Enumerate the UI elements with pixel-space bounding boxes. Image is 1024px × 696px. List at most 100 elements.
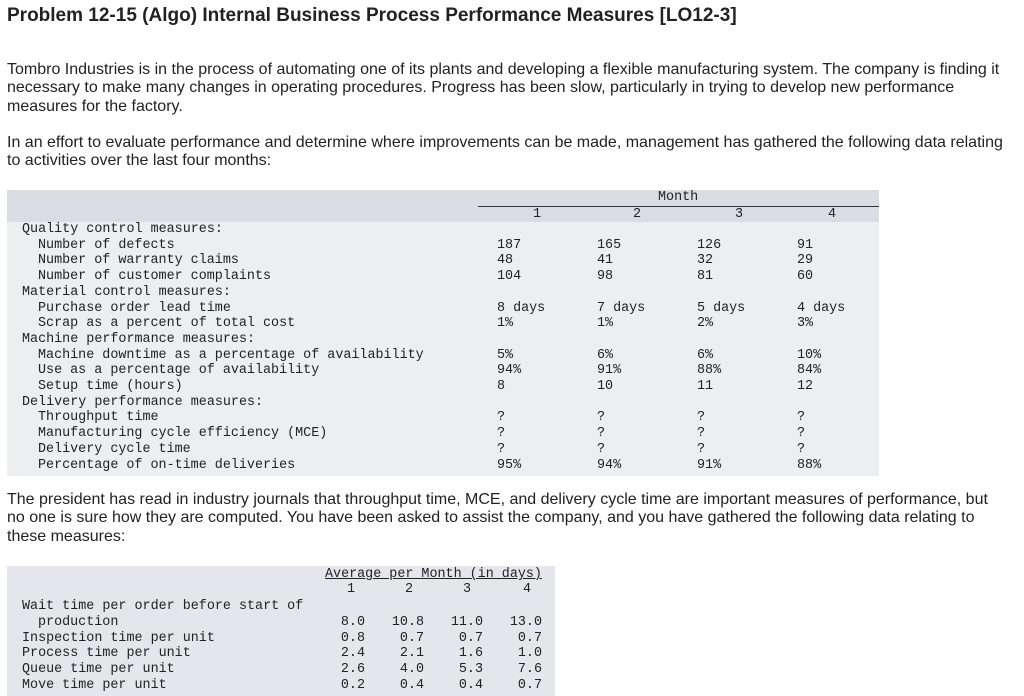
cell: 7.6	[517, 662, 542, 678]
cell: ?	[497, 426, 506, 442]
cell: 0.2	[340, 678, 365, 693]
section-label: Quality control measures:	[22, 222, 223, 237]
section-label: Material control measures:	[22, 284, 231, 300]
cell: 98	[597, 269, 614, 285]
cell: 0.7	[399, 630, 424, 646]
cell: 41	[597, 253, 614, 269]
cell: 6%	[597, 347, 614, 363]
row-label: Delivery cycle time	[38, 441, 191, 457]
header-rule	[478, 206, 879, 207]
row-label: Throughput time	[38, 410, 159, 426]
cell: 1.0	[517, 646, 542, 662]
cell: 29	[797, 253, 814, 269]
cell: ?	[697, 426, 706, 442]
cell: 126	[697, 237, 722, 253]
row-label: Machine downtime as a percentage of avai…	[38, 347, 424, 363]
cell: 187	[497, 237, 522, 253]
section-label: Delivery performance measures:	[22, 394, 264, 410]
cell: 94%	[597, 457, 622, 473]
cell: 2.1	[399, 646, 424, 662]
column-header: 3	[463, 582, 472, 597]
cell: 91%	[597, 363, 622, 379]
row-label: Percentage of on-time deliveries	[38, 457, 296, 473]
cell: 7 days	[597, 300, 646, 316]
cell: 2.4	[340, 646, 365, 662]
paragraph: The president has read in industry journ…	[7, 491, 988, 545]
cell: 0.4	[399, 678, 424, 693]
cell: 5.3	[458, 662, 483, 678]
row-label: Process time per unit	[22, 646, 191, 662]
cell: 81	[697, 269, 714, 285]
cell: 91%	[697, 457, 722, 473]
paragraph: In an effort to evaluate performance and…	[7, 134, 1003, 170]
header-label: Average per Month (in days)	[325, 567, 542, 582]
column-header: 4	[523, 582, 532, 597]
cell: 11.0	[450, 614, 483, 630]
cell: 5 days	[697, 300, 746, 316]
cell: 48	[497, 253, 514, 269]
cell: 2%	[697, 316, 714, 332]
cell: 88%	[697, 363, 722, 379]
paragraph: Tombro Industries is in the process of a…	[7, 61, 1000, 115]
cell: 0.4	[458, 678, 483, 693]
cell: 4 days	[797, 300, 846, 316]
row-label: Manufacturing cycle efficiency (MCE)	[38, 426, 328, 442]
cell: 91	[797, 237, 814, 253]
column-header: 4	[828, 207, 837, 222]
cell: ?	[797, 426, 806, 442]
section-label: Machine performance measures:	[22, 331, 256, 347]
row-label: Number of defects	[38, 237, 175, 253]
column-header: 1	[347, 582, 356, 597]
cell: 4.0	[399, 662, 424, 678]
cell: 10	[597, 379, 614, 394]
cell: 2.6	[340, 662, 365, 678]
cell: 6%	[697, 347, 714, 363]
cell: ?	[597, 410, 606, 426]
cell: 60	[797, 269, 814, 285]
cell: 8.0	[340, 614, 365, 630]
cell: 11	[697, 379, 714, 394]
cell: ?	[697, 410, 706, 426]
column-header: 3	[735, 207, 744, 222]
cell: ?	[797, 441, 806, 457]
cell: ?	[497, 410, 506, 426]
row-label: Inspection time per unit	[22, 630, 215, 646]
cell: 95%	[497, 457, 522, 473]
cell: ?	[497, 441, 506, 457]
cell: 3%	[797, 316, 814, 332]
cell: 1%	[497, 316, 514, 332]
cell: 1.6	[458, 646, 483, 662]
cell: 0.7	[458, 630, 483, 646]
row-label: Scrap as a percent of total cost	[38, 316, 296, 332]
row-label: Move time per unit	[22, 678, 167, 693]
row-label: Setup time (hours)	[38, 379, 183, 394]
row-label: Wait time per order before start of prod…	[22, 599, 304, 630]
cell: 0.8	[340, 630, 365, 646]
cell: 165	[597, 237, 622, 253]
row-label: Purchase order lead time	[38, 300, 231, 316]
cell: 12	[797, 379, 814, 394]
column-header: 2	[633, 207, 642, 222]
cell: 13.0	[509, 614, 542, 630]
cell: 84%	[797, 363, 822, 379]
row-label: Number of customer complaints	[38, 269, 272, 285]
cell: 104	[497, 269, 522, 285]
cell: 5%	[497, 347, 514, 363]
cell: ?	[597, 441, 606, 457]
row-label: Queue time per unit	[22, 662, 175, 678]
table-band	[7, 566, 555, 696]
cell: 1%	[597, 316, 614, 332]
cell: 8 days	[497, 300, 546, 316]
cell: ?	[797, 410, 806, 426]
cell: 0.7	[517, 678, 542, 693]
title: Problem 12-15 (Algo) Internal Business P…	[7, 5, 737, 26]
header-label: Month	[658, 190, 699, 205]
cell: 94%	[497, 363, 522, 379]
cell: 32	[697, 253, 714, 269]
table-body-band	[7, 222, 879, 476]
cell: 88%	[797, 457, 822, 473]
cell: 10%	[797, 347, 822, 363]
cell: ?	[597, 426, 606, 442]
